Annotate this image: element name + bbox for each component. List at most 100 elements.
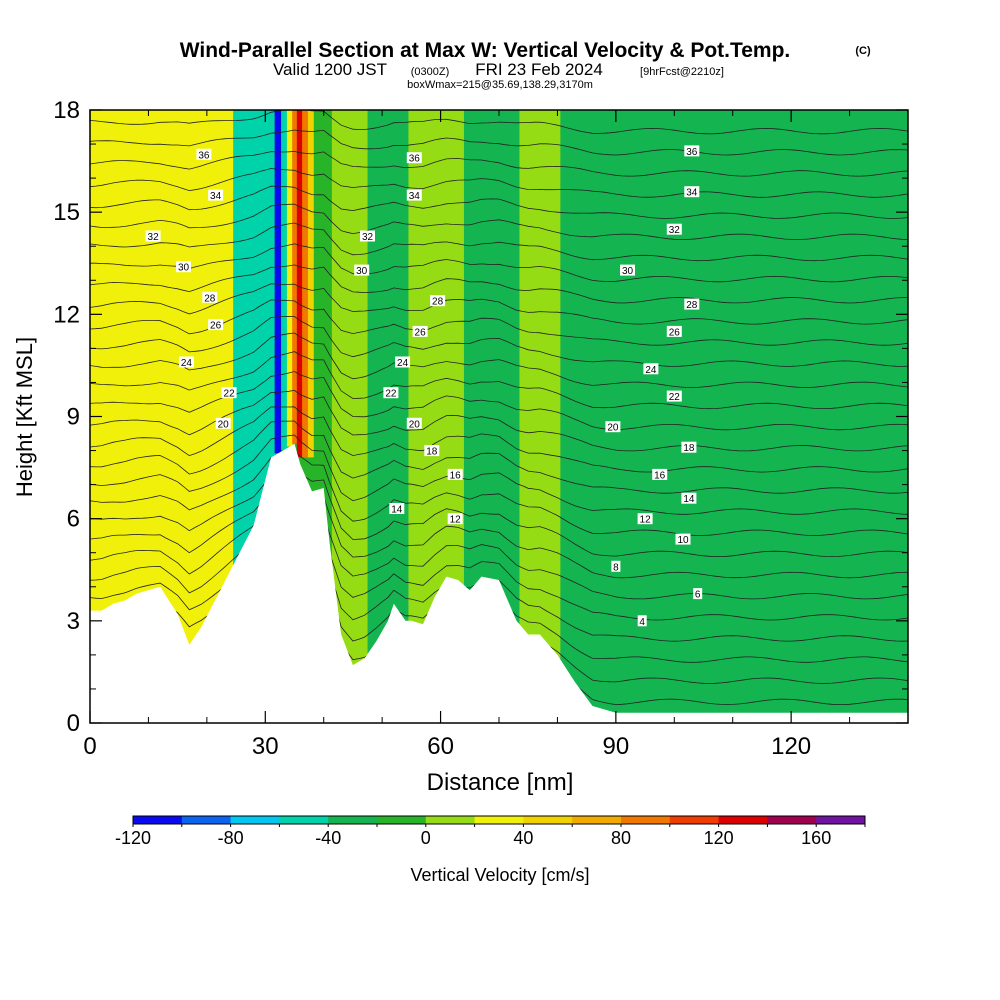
theta-label-bg [684,186,700,198]
x-axis: 0 30 60 90 120 [83,110,851,760]
theta-label: 16 [652,468,668,481]
theta-label: 10 [675,533,691,546]
plot-area: 36 34 32 30 28 26 24 22 20 36 34 32 30 28 26 24 22 20 18 16… [90,110,908,723]
theta-label-bg [360,230,375,242]
theta-label: 8 [611,560,621,573]
theta-label: 30 [176,261,191,274]
theta-label-bg [215,417,231,429]
theta-label-bg [637,615,647,627]
theta-label-text: 30 [356,266,368,277]
theta-label: 4 [637,615,647,628]
theta-label-bg [178,356,194,368]
theta-label: 32 [360,230,375,243]
theta-label-bg [424,445,440,457]
theta-label-text: 22 [669,392,681,403]
theta-label-text: 8 [613,562,619,573]
velocity-band [560,110,629,723]
velocity-band [788,110,857,723]
theta-label-text: 24 [645,365,657,376]
theta-label: 14 [681,492,697,505]
box-note: boxWmax=215@35.69,138.29,3170m [407,79,593,91]
theta-labels: 36 34 32 30 28 26 24 22 20 36 34 32 30 28 26 24 22 20 18 16… [145,145,703,628]
subtitle-valid: Valid 1200 JST [273,60,387,79]
theta-label-bg [693,588,703,600]
colorbar-swatch [718,816,768,824]
colorbar: -120 -80 -40 0 40 80 120 160 [115,815,866,848]
theta-label-text: 18 [683,443,695,454]
theta-label-text: 26 [415,327,427,338]
theta-contour-line [90,203,908,241]
velocity-band [286,110,293,447]
theta-label-bg [354,264,370,276]
colorbar-swatch [133,816,183,824]
theta-contour-line [90,185,908,219]
colorbar-swatch [181,816,232,824]
theta-label-text: 20 [607,423,619,434]
theta-label-bg [196,148,212,160]
theta-label-text: 32 [148,232,160,243]
theta-label-bg [221,387,237,399]
colorbar-tick-label: 40 [513,828,533,848]
theta-label: 26 [666,325,682,338]
y-tick-label: 15 [53,199,80,226]
y-tick-label: 18 [53,97,80,124]
theta-label-text: 26 [210,321,222,332]
y-axis-label: Height [Kft MSL] [12,337,37,497]
x-tick-label: 60 [427,733,454,760]
theta-label: 34 [208,189,224,202]
theta-label-text: 32 [669,225,681,236]
theta-label: 28 [202,291,218,304]
theta-label: 12 [637,513,653,526]
theta-label: 30 [354,264,370,277]
colorbar-swatch [377,816,427,824]
theta-label-text: 20 [218,419,230,430]
theta-label: 28 [430,295,446,308]
theta-label: 14 [389,503,405,516]
velocity-band [519,110,561,723]
theta-label-text: 34 [409,191,421,202]
theta-label: 22 [383,387,399,400]
theta-label-text: 34 [210,191,222,202]
theta-label: 36 [406,152,422,165]
theta-label-text: 28 [432,297,444,308]
colorbar-frame [132,815,866,825]
theta-label-text: 22 [224,389,236,400]
theta-contour-line [90,222,908,262]
theta-label-bg [406,417,422,429]
theta-contour-line [90,406,908,473]
theta-label: 34 [406,189,422,202]
theta-label: 24 [178,356,194,369]
theta-label-text: 28 [686,300,698,311]
theta-label-text: 4 [639,617,645,628]
velocity-band [292,110,298,444]
theta-label-text: 20 [409,419,421,430]
theta-label-bg [666,325,682,337]
chart-title: Wind-Parallel Section at Max W: Vertical… [180,39,791,62]
velocity-band [302,110,309,458]
colorbar-swatch [767,816,817,824]
subtitle-date: FRI 23 Feb 2024 [475,60,603,79]
theta-contour-line [90,299,908,346]
x-axis-label: Distance [nm] [427,769,574,796]
copyright-mark: (C) [855,45,871,57]
theta-label-bg [447,513,463,525]
theta-label-bg [208,189,224,201]
colorbar-swatch [816,816,866,824]
theta-contour-line [90,434,908,515]
theta-label-bg [383,387,399,399]
theta-label: 24 [643,363,659,376]
theta-label: 18 [424,445,440,458]
theta-label-bg [620,264,635,276]
colorbar-swatch [279,816,329,824]
theta-label-text: 26 [669,327,681,338]
x-tick-label: 30 [252,733,279,760]
velocity-band [712,110,789,723]
colorbar-tick-label: 0 [421,828,431,848]
y-tick-label: 9 [67,404,80,431]
theta-label: 26 [412,325,428,338]
theta-label: 34 [684,186,700,199]
colorbar-swatch [669,816,720,824]
theta-contour-line [90,467,908,558]
theta-label: 22 [666,390,682,403]
